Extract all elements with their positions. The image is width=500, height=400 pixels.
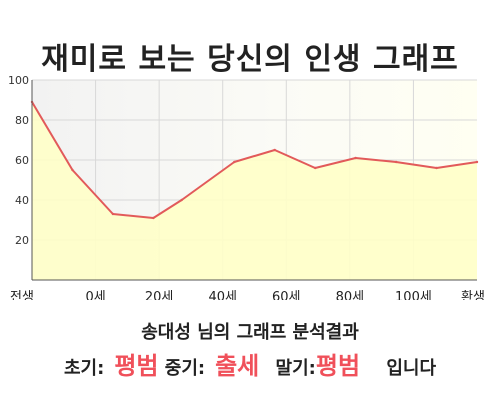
- x-tick-label: 40세: [208, 290, 237, 300]
- mid-value: 출세: [215, 352, 260, 380]
- result-line: 초기: 평범 중기: 출세 말기:평범 입니다: [0, 346, 500, 381]
- late-value: 평범: [315, 352, 361, 380]
- x-tick-label: 20세: [145, 290, 174, 300]
- early-label: 초기:: [63, 358, 105, 379]
- data-point: [111, 212, 115, 216]
- x-tick-label: 100세: [395, 290, 432, 300]
- summary-suffix: 님의 그래프 분석결과: [190, 322, 359, 343]
- life-line-series: [31, 101, 478, 219]
- y-tick-label: 20: [15, 234, 29, 247]
- y-tick-label: 80: [15, 114, 29, 127]
- data-point: [435, 166, 438, 170]
- data-point: [233, 160, 236, 164]
- data-point: [71, 168, 74, 172]
- y-tick-label: 60: [15, 154, 29, 167]
- data-point: [152, 216, 155, 220]
- data-point: [273, 148, 276, 152]
- data-point: [354, 156, 357, 160]
- data-point: [313, 166, 317, 170]
- x-tick-label: 60세: [272, 290, 301, 300]
- result-ending: 입니다: [386, 358, 437, 379]
- y-tick-label: 100: [8, 74, 29, 87]
- data-point: [475, 160, 479, 164]
- data-point: [180, 198, 183, 202]
- x-tick-label: 환생: [461, 290, 485, 300]
- late-label: 말기:: [275, 358, 316, 379]
- x-tick-label: 80세: [336, 290, 365, 300]
- x-tick-label: 0세: [85, 290, 105, 300]
- data-point: [394, 160, 398, 164]
- area-fill: [32, 102, 477, 280]
- y-tick-label: 40: [15, 194, 29, 207]
- user-name: 송대성: [141, 322, 191, 343]
- x-tick-label: 전생: [10, 290, 34, 300]
- early-value: 평범: [114, 352, 159, 380]
- page-title: 재미로 보는 당신의 인생 그래프: [41, 42, 459, 77]
- analysis-summary: 송대성 님의 그래프 분석결과: [0, 318, 500, 344]
- mid-label: 중기:: [164, 358, 206, 379]
- life-graph-chart: 20 40 60 80 100 전생 0세 20세 40세 60세 80세 100세 환생: [8, 74, 485, 300]
